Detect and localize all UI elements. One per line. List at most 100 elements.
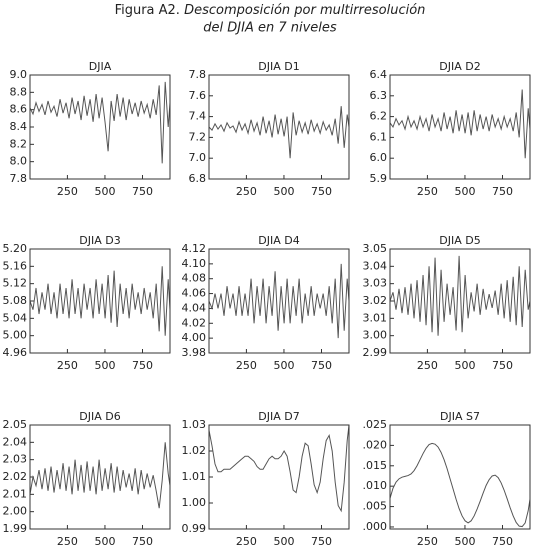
y-tick-label: 1.01 bbox=[182, 470, 207, 483]
y-tick-label: 3.03 bbox=[363, 277, 388, 290]
data-line bbox=[389, 89, 531, 159]
plot-frame bbox=[29, 248, 171, 354]
y-tick-label: 1.02 bbox=[182, 444, 207, 457]
y-tick-label: 6.3 bbox=[370, 89, 388, 102]
x-tick-label: 250 bbox=[417, 359, 438, 372]
figure-title: Figura A2. Descomposición por multirreso… bbox=[115, 3, 426, 18]
y-tick-label: 3.02 bbox=[363, 294, 388, 307]
y-tick-label: 2.00 bbox=[3, 505, 28, 518]
x-tick-label: 500 bbox=[454, 359, 475, 372]
panel-title: DJIA D6 bbox=[79, 410, 120, 423]
y-tick-label: 1.03 bbox=[182, 418, 207, 431]
x-tick-label: 500 bbox=[94, 185, 115, 198]
y-tick-label: 4.10 bbox=[182, 257, 207, 270]
x-tick-label: 500 bbox=[454, 535, 475, 548]
x-tick-label: 250 bbox=[236, 359, 257, 372]
x-tick-label: 500 bbox=[273, 359, 294, 372]
plot-frame bbox=[389, 74, 531, 180]
x-tick-label: 750 bbox=[132, 535, 153, 548]
y-tick-label: 5.04 bbox=[3, 311, 28, 324]
plot-frame bbox=[208, 424, 350, 530]
plot-frame bbox=[208, 248, 350, 354]
plot-frame bbox=[29, 424, 171, 530]
title-text: Descomposición por multirresolución bbox=[184, 3, 425, 18]
figure-label: Figura A2. bbox=[115, 3, 180, 18]
panel-title: DJIA bbox=[89, 60, 112, 73]
y-tick-label: 1.99 bbox=[3, 522, 28, 535]
x-tick-label: 500 bbox=[94, 535, 115, 548]
data-line bbox=[29, 81, 171, 164]
data-line bbox=[208, 106, 350, 159]
x-tick-label: 500 bbox=[273, 185, 294, 198]
y-tick-label: 7.4 bbox=[189, 110, 207, 123]
x-tick-label: 250 bbox=[57, 535, 78, 548]
y-tick-label: 9.0 bbox=[10, 68, 28, 81]
y-tick-label: 5.08 bbox=[3, 294, 28, 307]
data-line bbox=[389, 255, 531, 336]
y-tick-label: 3.04 bbox=[363, 259, 388, 272]
x-tick-label: 750 bbox=[492, 185, 513, 198]
y-tick-label: 2.03 bbox=[3, 453, 28, 466]
y-tick-label: 2.99 bbox=[363, 346, 388, 359]
x-tick-label: 750 bbox=[492, 359, 513, 372]
x-tick-label: 500 bbox=[94, 359, 115, 372]
y-tick-label: 6.8 bbox=[189, 172, 207, 185]
y-tick-label: .010 bbox=[363, 479, 388, 492]
y-tick-label: 5.20 bbox=[3, 242, 28, 255]
y-tick-label: .025 bbox=[363, 418, 388, 431]
x-tick-label: 500 bbox=[454, 185, 475, 198]
y-tick-label: .020 bbox=[363, 438, 388, 451]
y-tick-label: .000 bbox=[363, 520, 388, 533]
y-tick-label: 5.9 bbox=[370, 172, 388, 185]
y-tick-label: 7.0 bbox=[189, 151, 207, 164]
y-tick-label: 7.6 bbox=[189, 89, 207, 102]
y-tick-label: 3.01 bbox=[363, 311, 388, 324]
y-tick-label: 4.02 bbox=[182, 316, 207, 329]
plot-frame bbox=[208, 74, 350, 180]
x-tick-label: 750 bbox=[132, 185, 153, 198]
data-line bbox=[389, 442, 531, 528]
x-tick-label: 750 bbox=[132, 359, 153, 372]
x-tick-label: 250 bbox=[417, 535, 438, 548]
x-tick-label: 750 bbox=[492, 535, 513, 548]
x-tick-label: 250 bbox=[236, 535, 257, 548]
y-tick-label: 3.05 bbox=[363, 242, 388, 255]
x-tick-label: 500 bbox=[273, 535, 294, 548]
y-tick-label: 7.2 bbox=[189, 130, 207, 143]
plot-frame bbox=[389, 424, 531, 530]
y-tick-label: 8.8 bbox=[10, 85, 28, 98]
x-tick-label: 250 bbox=[417, 185, 438, 198]
y-tick-label: 8.6 bbox=[10, 103, 28, 116]
y-tick-label: 4.06 bbox=[182, 287, 207, 300]
y-tick-label: 7.8 bbox=[189, 68, 207, 81]
y-tick-label: 6.4 bbox=[370, 68, 388, 81]
y-tick-label: .005 bbox=[363, 500, 388, 513]
y-tick-label: 4.12 bbox=[182, 242, 207, 255]
y-tick-label: 5.00 bbox=[3, 329, 28, 342]
y-tick-label: 8.0 bbox=[10, 155, 28, 168]
y-tick-label: 2.05 bbox=[3, 418, 28, 431]
y-tick-label: 7.8 bbox=[10, 172, 28, 185]
y-tick-label: 2.01 bbox=[3, 487, 28, 500]
panel-title: DJIA D2 bbox=[439, 60, 480, 73]
y-tick-label: .015 bbox=[363, 459, 388, 472]
y-tick-label: 8.4 bbox=[10, 120, 28, 133]
y-tick-label: 5.12 bbox=[3, 277, 28, 290]
x-tick-label: 750 bbox=[311, 535, 332, 548]
data-line bbox=[208, 263, 350, 339]
y-tick-label: 4.00 bbox=[182, 331, 207, 344]
panel-title: DJIA D4 bbox=[258, 234, 299, 247]
y-tick-label: 6.0 bbox=[370, 151, 388, 164]
panel-title: DJIA D7 bbox=[258, 410, 299, 423]
y-tick-label: 2.02 bbox=[3, 470, 28, 483]
panel-title: DJIA D1 bbox=[258, 60, 299, 73]
x-tick-label: 750 bbox=[311, 185, 332, 198]
panel-title: DJIA D5 bbox=[439, 234, 480, 247]
x-tick-label: 250 bbox=[236, 185, 257, 198]
y-tick-label: 8.2 bbox=[10, 137, 28, 150]
y-tick-label: 6.2 bbox=[370, 110, 388, 123]
panel-title: DJIA D3 bbox=[79, 234, 120, 247]
y-tick-label: 3.98 bbox=[182, 346, 207, 359]
y-tick-label: 4.96 bbox=[3, 346, 28, 359]
